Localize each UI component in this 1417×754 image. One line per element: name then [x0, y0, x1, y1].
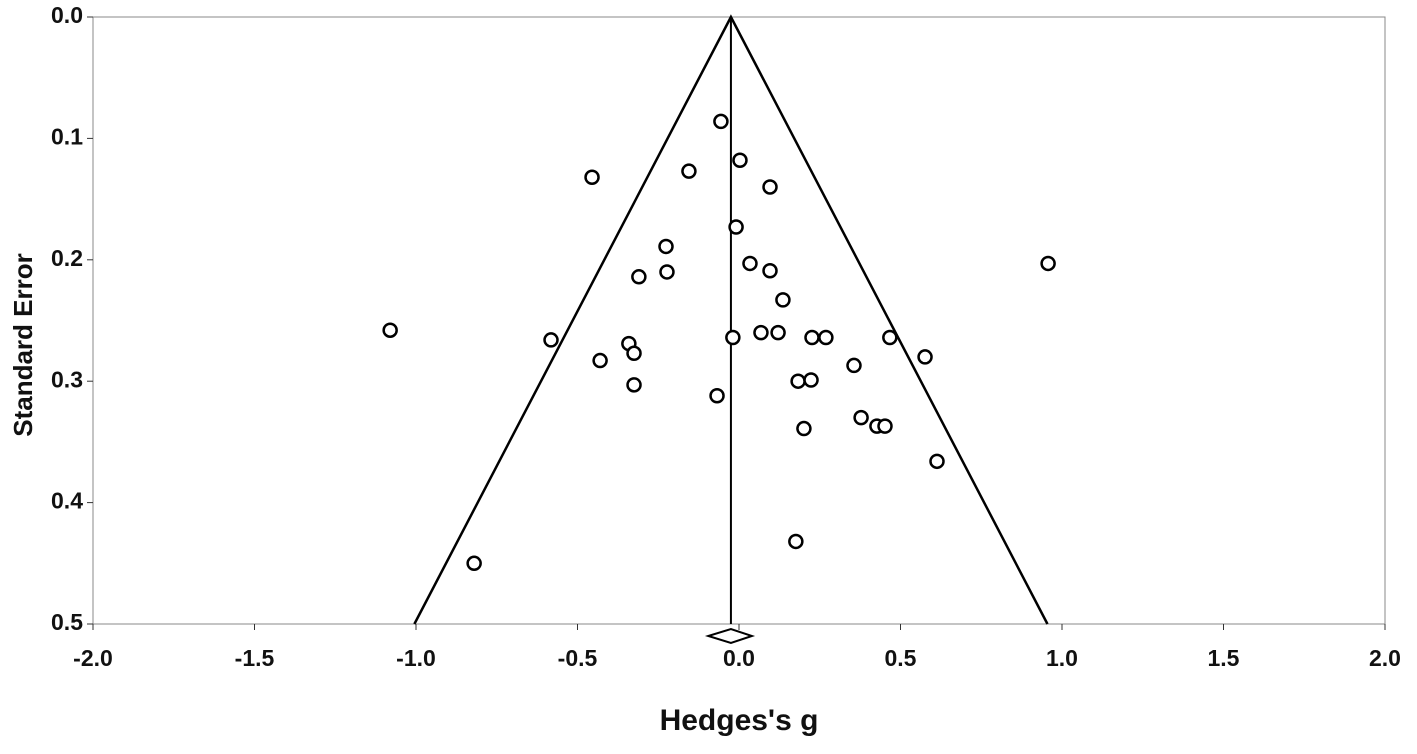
study-point: [796, 420, 812, 437]
study-point: [1040, 255, 1056, 272]
x-tick-label: 0.0: [723, 645, 755, 671]
study-point: [732, 152, 748, 169]
study-point: [543, 332, 559, 348]
plot-frame: [92, 16, 1386, 625]
study-point: [770, 324, 786, 341]
study-point: [877, 418, 893, 434]
study-point: [584, 169, 600, 185]
study-point: [382, 322, 398, 338]
study-point: [626, 377, 642, 393]
study-point: [917, 349, 933, 365]
x-tick-label: -2.0: [73, 645, 113, 671]
study-point: [788, 533, 804, 550]
study-point: [846, 357, 862, 374]
study-point: [790, 373, 806, 389]
study-point: [658, 238, 674, 255]
x-tick-label: -1.0: [396, 645, 436, 671]
study-point: [882, 329, 898, 346]
study-point: [626, 345, 642, 362]
y-tick-label: 0.1: [51, 123, 83, 149]
study-point: [725, 329, 741, 346]
x-axis-label: Hedges's g: [660, 704, 819, 737]
study-point: [728, 219, 744, 235]
study-point: [681, 163, 697, 179]
study-point: [762, 262, 778, 279]
study-point: [659, 264, 675, 280]
x-tick-label: 1.5: [1208, 645, 1240, 671]
y-axis-label: Standard Error: [8, 253, 38, 437]
study-point: [592, 352, 608, 369]
study-point: [818, 329, 834, 346]
study-point: [631, 269, 647, 285]
study-point: [853, 409, 869, 426]
study-point: [803, 372, 819, 388]
y-tick-label: 0.4: [51, 488, 83, 514]
y-tick-label: 0.2: [51, 245, 83, 271]
x-tick-label: 0.5: [885, 645, 917, 671]
study-point: [753, 324, 769, 341]
study-point: [466, 555, 482, 572]
study-point: [709, 388, 725, 404]
study-point: [762, 179, 778, 195]
x-tick-label: -1.5: [235, 645, 275, 671]
summary-diamond: [704, 627, 756, 645]
x-tick-label: -0.5: [558, 645, 598, 671]
y-tick-label: 0.5: [51, 609, 83, 635]
study-point: [929, 453, 945, 470]
study-point: [775, 292, 791, 308]
y-tick-label: 0.0: [51, 2, 83, 28]
study-point: [804, 329, 820, 346]
x-tick-label: 1.0: [1046, 645, 1078, 671]
x-tick-label: 2.0: [1369, 645, 1401, 671]
y-tick-label: 0.3: [51, 366, 83, 392]
study-point: [742, 255, 758, 272]
study-point: [713, 113, 729, 130]
